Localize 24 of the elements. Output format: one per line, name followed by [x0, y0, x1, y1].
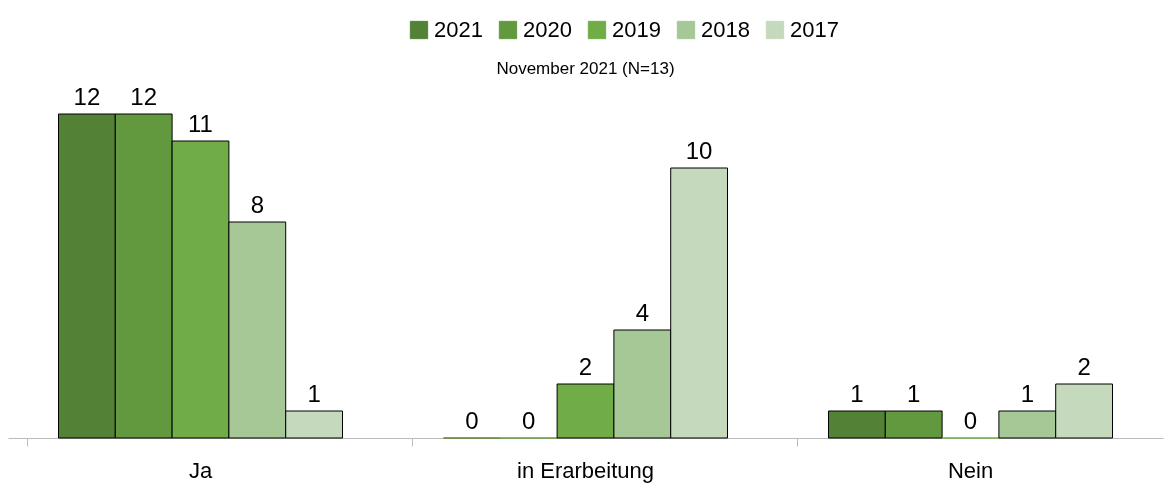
x-tick-label: Nein [947, 457, 994, 483]
data-label: 1 [307, 380, 321, 407]
data-label: 1 [907, 380, 921, 407]
data-label: 11 [188, 110, 213, 137]
data-label: 0 [465, 407, 479, 434]
data-label: 0 [963, 407, 978, 434]
legend-label: 2021 [434, 17, 483, 42]
data-label: 10 [685, 137, 713, 164]
data-label: 2 [578, 353, 593, 380]
data-label: 12 [73, 83, 101, 110]
data-label: 8 [250, 191, 264, 218]
data-label: 1 [850, 380, 864, 407]
data-label: 4 [635, 299, 649, 326]
legend-label: 2018 [701, 17, 750, 42]
data-label: 0 [522, 407, 536, 434]
data-label: 2 [1077, 353, 1091, 380]
legend-label: 2019 [612, 17, 661, 42]
legend-label: 2020 [523, 17, 572, 42]
legend-label: 2017 [790, 17, 839, 42]
x-tick-label: in Erarbeitung [517, 457, 654, 483]
x-tick-label: Ja [188, 457, 213, 483]
chart-title: November 2021 (N=13) [496, 59, 675, 78]
data-label: 12 [130, 83, 158, 110]
data-label: 1 [1020, 380, 1034, 407]
